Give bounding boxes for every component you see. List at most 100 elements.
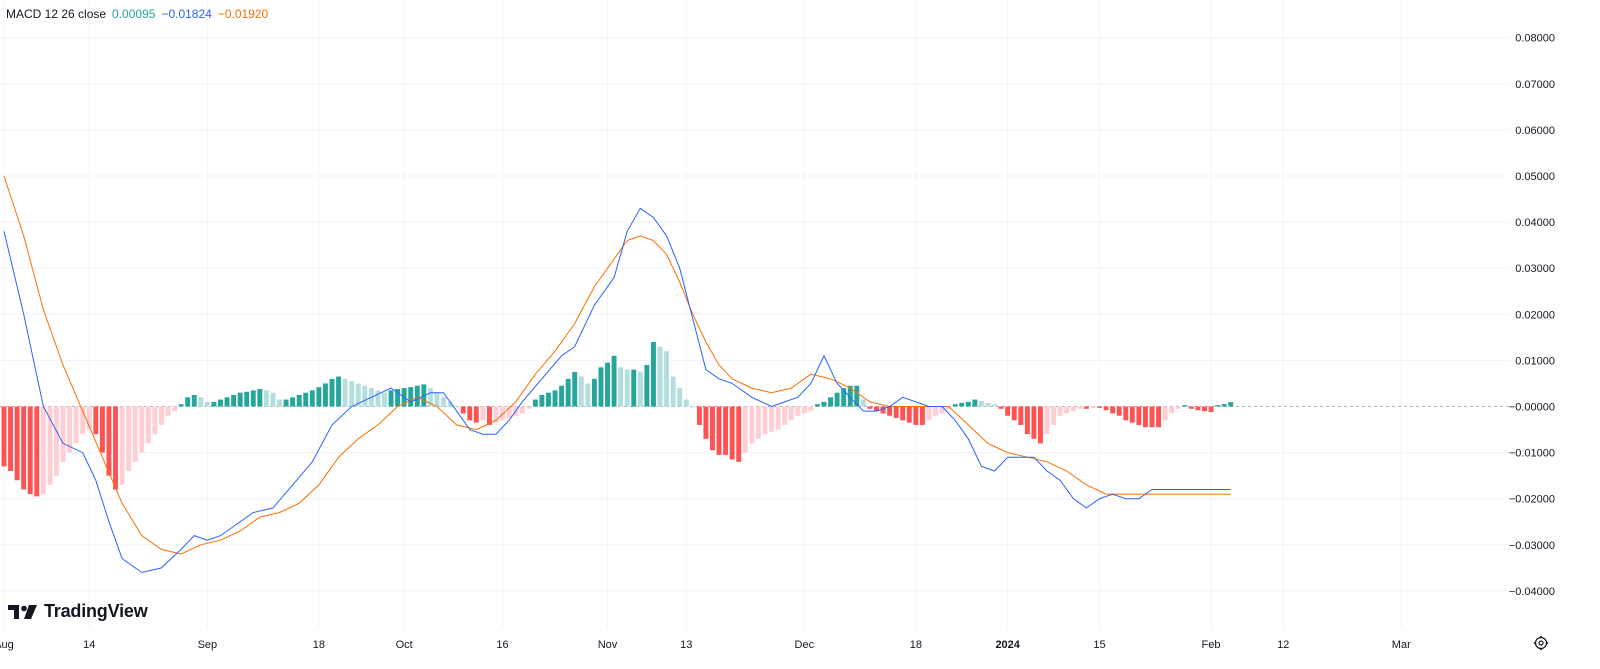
grid-lines	[0, 0, 1510, 628]
histogram-bar	[913, 406, 919, 425]
indicator-title[interactable]: MACD 12 26 close	[6, 7, 107, 21]
histogram-bar	[1070, 406, 1076, 412]
histogram-bar	[893, 406, 899, 419]
histogram-bar	[900, 406, 906, 421]
histogram-bar	[1057, 406, 1063, 416]
histogram-bar	[165, 406, 171, 416]
histogram-bar	[198, 397, 204, 407]
tradingview-logo[interactable]: TradingView	[8, 601, 148, 622]
tradingview-wordmark: TradingView	[44, 601, 148, 621]
x-tick-label: Feb	[1202, 639, 1221, 651]
histogram-bar	[244, 391, 250, 407]
histogram-bar	[303, 392, 309, 407]
histogram-bar	[624, 369, 630, 407]
histogram-bar	[126, 406, 132, 472]
histogram-bar	[657, 346, 663, 407]
histogram-bar	[729, 406, 735, 460]
histogram-bar	[821, 401, 827, 407]
histogram-bar	[375, 390, 381, 407]
x-tick-label: 13	[680, 639, 692, 651]
x-tick-label: Dec	[795, 639, 815, 651]
histogram-bar	[867, 406, 873, 409]
histogram-bar	[736, 406, 742, 462]
histogram-bar	[204, 401, 210, 407]
histogram-bar	[172, 406, 178, 412]
histogram-bar	[926, 406, 932, 421]
histogram-bar	[755, 406, 761, 439]
histogram-bar	[795, 406, 801, 416]
histogram-bar	[99, 406, 105, 453]
histogram-bar	[677, 388, 683, 407]
histogram-bar	[1136, 406, 1142, 425]
histogram-bar	[650, 341, 656, 407]
histogram-bar	[395, 388, 401, 407]
x-tick-label: Sep	[198, 639, 218, 651]
histogram-bar	[906, 406, 912, 423]
histogram-bar	[152, 406, 158, 435]
tradingview-logo-icon	[8, 604, 37, 619]
histogram-bar	[847, 385, 853, 407]
histogram-bar	[1202, 406, 1207, 412]
histogram-bar	[801, 406, 807, 414]
histogram-bar	[1116, 406, 1122, 416]
histogram-bar	[919, 406, 925, 425]
x-tick-label: 12	[1277, 639, 1289, 651]
histogram-bar	[329, 378, 335, 407]
x-axis[interactable]: Aug 14 Sep 18 Oct 16 Nov 13 Dec 18 2024 15 Feb 12 Mar	[0, 639, 1411, 651]
histogram-bar	[93, 406, 99, 435]
histogram-bar	[631, 369, 637, 407]
histogram-bar	[1188, 406, 1194, 409]
histogram-bar	[565, 378, 571, 407]
histogram-bar	[1169, 406, 1175, 414]
histogram-bar	[322, 383, 328, 407]
x-tick-label: 15	[1093, 639, 1105, 651]
histogram-bar	[1024, 406, 1030, 435]
histogram-bar	[257, 388, 263, 407]
histogram-bar	[1156, 406, 1162, 428]
histogram-bar	[841, 388, 847, 407]
x-tick-label: 18	[313, 639, 325, 651]
histogram-bar	[139, 406, 145, 453]
histogram-bar	[952, 404, 958, 407]
histogram-bar	[749, 406, 755, 444]
histogram-bar	[86, 406, 92, 430]
histogram-bar	[552, 390, 558, 407]
histogram-bar	[854, 385, 860, 407]
histogram-bar	[860, 399, 866, 407]
y-tick-label: 0.06000	[1515, 125, 1555, 137]
histogram-bar	[644, 365, 650, 407]
histogram-bar	[723, 406, 729, 455]
histogram-bar	[8, 406, 14, 472]
macd-value: −0.01824	[161, 7, 212, 21]
histogram-bar	[670, 376, 676, 407]
histogram-bar	[250, 390, 256, 407]
histogram-bar	[1051, 406, 1057, 425]
histogram-bar	[1123, 406, 1129, 421]
histogram-bar	[1182, 405, 1188, 407]
histogram-bar	[782, 406, 788, 425]
histogram-value: 0.00095	[112, 7, 156, 21]
y-axis[interactable]: 0.08000 0.07000 0.06000 0.05000 0.04000 0.030…	[1509, 33, 1555, 598]
histogram-bar	[585, 383, 591, 407]
histogram-bar	[47, 406, 53, 485]
histogram-bar	[532, 399, 538, 407]
histogram-series	[1, 341, 1234, 497]
histogram-bar	[1097, 406, 1102, 408]
histogram-bar	[696, 406, 702, 425]
histogram-bar	[454, 406, 460, 408]
histogram-bar	[591, 378, 597, 407]
histogram-bar	[703, 406, 709, 439]
histogram-bar	[178, 404, 184, 407]
histogram-bar	[434, 392, 440, 407]
settings-button[interactable]	[1532, 634, 1550, 652]
histogram-bar	[132, 406, 138, 462]
histogram-bar	[546, 392, 551, 407]
histogram-bar	[218, 399, 223, 407]
histogram-bar	[27, 406, 33, 495]
histogram-bar	[1005, 406, 1011, 416]
indicator-legend[interactable]: MACD 12 26 close 0.00095 −0.01824 −0.019…	[6, 7, 268, 21]
histogram-bar	[500, 406, 506, 421]
histogram-bar	[1038, 406, 1043, 444]
x-tick-label: 18	[910, 639, 922, 651]
